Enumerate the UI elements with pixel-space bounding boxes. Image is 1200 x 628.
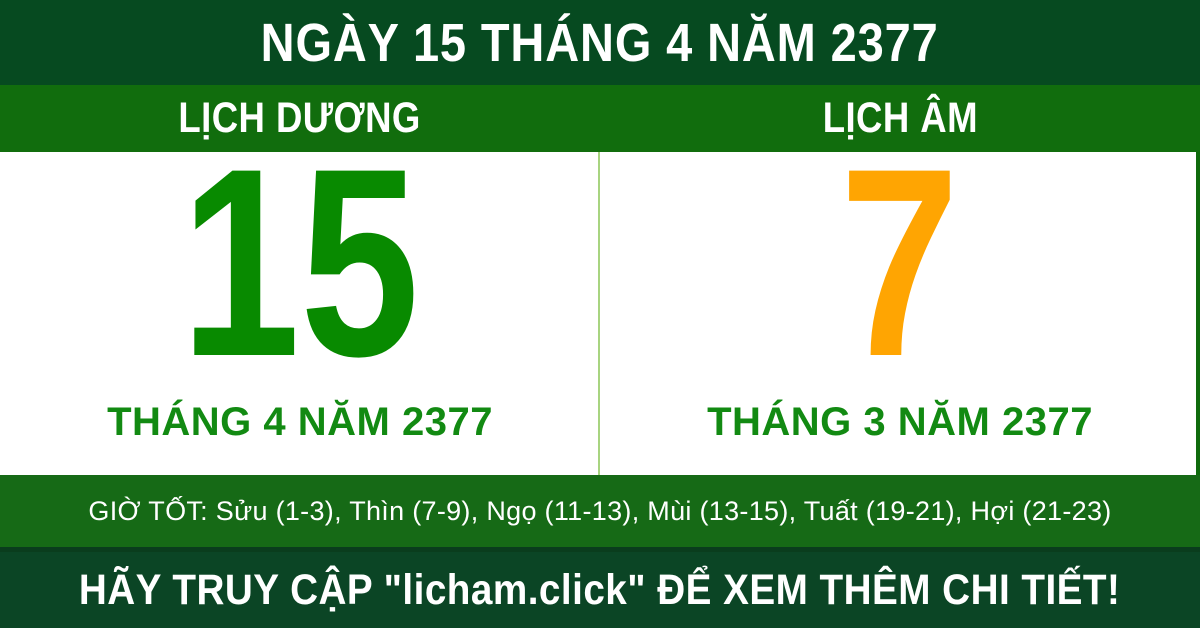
page-title: NGÀY 15 THÁNG 4 NĂM 2377: [261, 12, 939, 73]
lunar-day-number: 7: [840, 112, 960, 412]
footer-text: HÃY TRUY CẬP "licham.click" ĐỂ XEM THÊM …: [79, 565, 1121, 614]
good-hours-bar: GIỜ TỐT: Sửu (1-3), Thìn (7-9), Ngọ (11-…: [0, 475, 1200, 552]
lunar-panel: 7 THÁNG 3 NĂM 2377: [600, 112, 1200, 475]
header-bar: NGÀY 15 THÁNG 4 NĂM 2377: [0, 0, 1200, 85]
solar-header-cell: LỊCH DƯƠNG: [0, 85, 600, 152]
lunar-calendar-label: LỊCH ÂM: [822, 94, 978, 142]
calendar-header-bar: LỊCH DƯƠNG LỊCH ÂM: [0, 85, 1200, 152]
solar-day-number: 15: [180, 112, 420, 412]
calendar-body: 15 THÁNG 4 NĂM 2377 7 THÁNG 3 NĂM 2377: [0, 112, 1200, 475]
column-divider: [598, 152, 600, 475]
solar-calendar-label: LỊCH DƯƠNG: [178, 94, 422, 142]
footer-bar: HÃY TRUY CẬP "licham.click" ĐỂ XEM THÊM …: [0, 552, 1200, 628]
solar-month-year: THÁNG 4 NĂM 2377: [107, 400, 493, 444]
good-hours-text: GIỜ TỐT: Sửu (1-3), Thìn (7-9), Ngọ (11-…: [88, 495, 1112, 526]
lunar-header-cell: LỊCH ÂM: [600, 85, 1200, 152]
body-right-border: [1196, 152, 1200, 475]
lunar-month-year: THÁNG 3 NĂM 2377: [707, 400, 1093, 444]
solar-panel: 15 THÁNG 4 NĂM 2377: [0, 112, 600, 475]
